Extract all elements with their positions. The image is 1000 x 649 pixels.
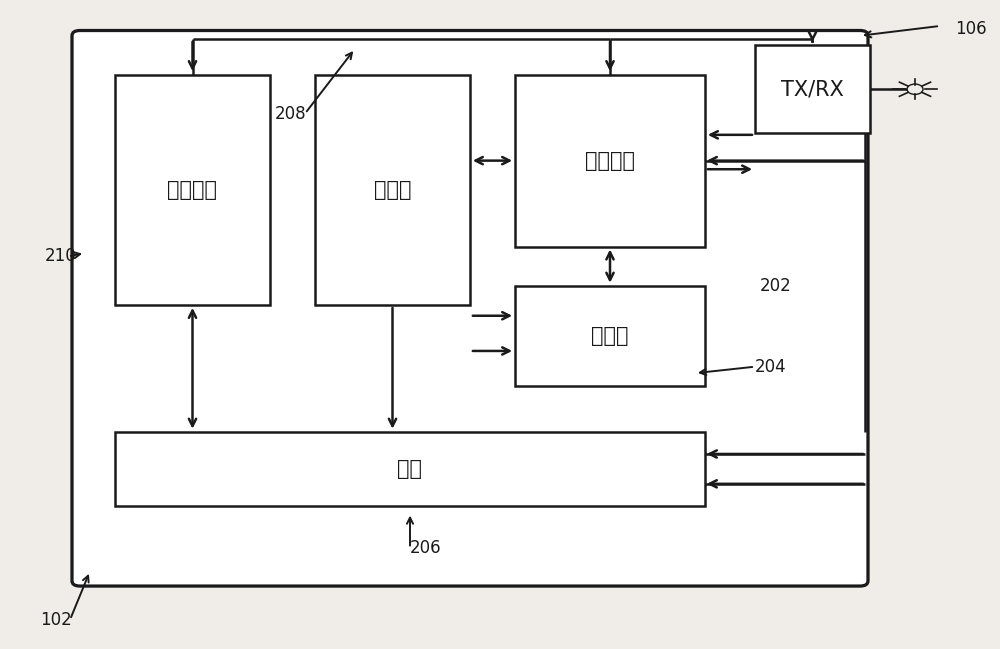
Text: 触发系统: 触发系统: [168, 180, 218, 200]
Text: 106: 106: [955, 20, 987, 38]
Bar: [115, 75, 270, 305]
Text: 102: 102: [40, 611, 72, 629]
Text: TX/RX: TX/RX: [781, 79, 844, 99]
Text: 处理系统: 处理系统: [585, 151, 635, 171]
Text: 210: 210: [45, 247, 77, 265]
Text: 存储器: 存储器: [591, 326, 629, 346]
Text: 202: 202: [760, 276, 792, 295]
Bar: [315, 75, 470, 305]
Bar: [515, 75, 705, 247]
Text: 206: 206: [410, 539, 442, 557]
Text: 204: 204: [755, 358, 787, 376]
Bar: [115, 432, 705, 506]
FancyBboxPatch shape: [72, 31, 868, 586]
Text: 传感器: 传感器: [374, 180, 411, 200]
Text: 208: 208: [275, 104, 307, 123]
Bar: [515, 286, 705, 386]
Bar: [755, 45, 870, 133]
Text: 电源: 电源: [398, 459, 422, 479]
